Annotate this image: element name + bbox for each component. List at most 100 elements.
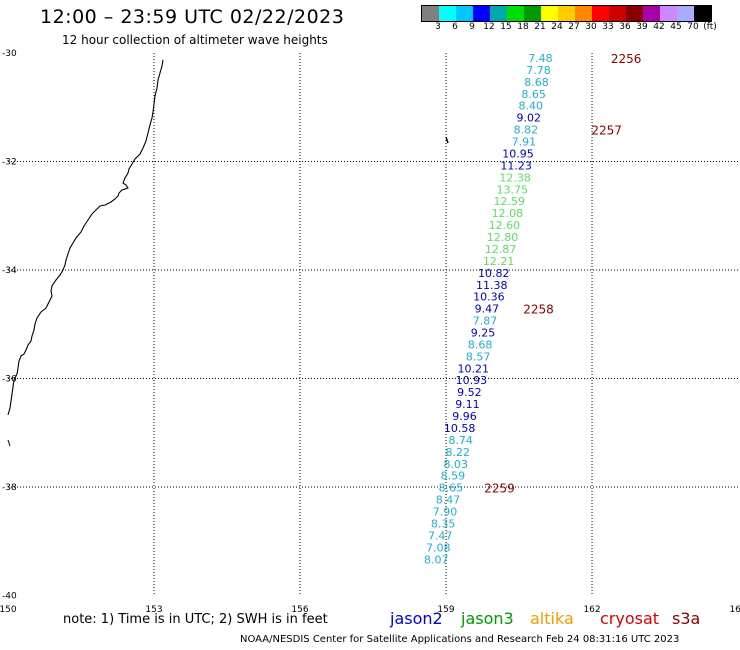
wave-height-value: 9.52	[457, 386, 482, 399]
wave-height-value: 12.60	[489, 219, 521, 232]
colorbar-label: 18	[517, 22, 529, 32]
colorbar-swatch	[456, 6, 473, 21]
colorbar-label: 3	[435, 22, 441, 32]
pass-time-label: 2259	[484, 482, 515, 496]
colorbar-label: 21	[534, 22, 546, 32]
wave-height-value: 13.75	[496, 183, 528, 196]
wave-height-value: 9.02	[517, 112, 542, 125]
wave-height-value: 10.82	[478, 267, 510, 280]
latitude-label: -38	[2, 483, 17, 493]
wave-height-value: 10.95	[502, 147, 534, 160]
colorbar-swatch	[524, 6, 541, 21]
satellite-legend-item: altika	[530, 609, 574, 628]
wave-height-value: 8.47	[436, 494, 461, 507]
colorbar-label: 39	[636, 22, 648, 32]
wave-height-value: 7.91	[512, 136, 537, 149]
wave-height-value: 10.21	[458, 362, 490, 375]
australia-coastline	[7, 59, 164, 416]
pass-time-label: 2256	[611, 52, 642, 66]
latitude-label: -34	[2, 266, 17, 276]
colorbar-swatch	[694, 6, 711, 21]
page-title: 12:00 – 23:59 UTC 02/22/2023	[40, 6, 345, 28]
colorbar-labels: 3 6 9 12 15 18 21 24 27 30 33 36 39 42 45 70 (ft)	[421, 22, 740, 34]
wave-height-value: 7.47	[428, 529, 453, 542]
lat-lon-grid: 150 153 156 159 162 165 -30 -32 -34 -36 -38 -40	[0, 49, 740, 615]
wave-height-value: 7.87	[473, 315, 498, 328]
wave-height-value: 7.48	[528, 52, 553, 65]
wave-height-value: 12.08	[492, 207, 524, 220]
colorbar-swatch	[643, 6, 660, 21]
wave-height-value: 9.11	[455, 398, 480, 411]
colorbar-swatch	[592, 6, 609, 21]
wave-height-value: 12.38	[499, 171, 531, 184]
colorbar-label: 42	[653, 22, 665, 32]
wave-height-value: 12.59	[494, 195, 526, 208]
colorbar-label: 27	[568, 22, 580, 32]
longitude-label: 150	[0, 605, 17, 615]
wave-height-value: 8.82	[514, 124, 539, 137]
longitude-label: 153	[145, 605, 162, 615]
wave-height-value: 8.35	[431, 517, 456, 530]
pass-time-label: 2258	[523, 303, 554, 317]
latitude-label: -36	[2, 375, 17, 385]
wave-height-value: 12.87	[485, 243, 517, 256]
wave-height-value: 9.25	[471, 327, 496, 340]
colorbar-label: 6	[452, 22, 458, 32]
longitude-label: 156	[291, 605, 308, 615]
colorbar-swatch	[541, 6, 558, 21]
colorbar-label: 9	[469, 22, 475, 32]
wave-height-value: 8.07	[424, 553, 449, 566]
longitude-label: 165	[729, 605, 740, 615]
pass-time-label: 2257	[591, 124, 622, 138]
wave-height-value: 10.93	[456, 374, 488, 387]
page-subtitle: 12 hour collection of altimeter wave hei…	[62, 33, 328, 47]
wave-height-value: 8.22	[445, 446, 470, 459]
pass-time-labels: 2256 2257 2258 2259	[484, 52, 641, 496]
colorbar-label: 24	[551, 22, 563, 32]
colorbar-swatch	[558, 6, 575, 21]
colorbar-label: 45	[670, 22, 682, 32]
latitude-label: -40	[2, 592, 17, 602]
wave-height-value: 8.57	[466, 350, 491, 363]
wave-height-value: 9.47	[475, 303, 500, 316]
wave-height-value: 8.40	[518, 100, 543, 113]
wave-height-value: 8.03	[444, 458, 469, 471]
colorbar-label: (ft)	[703, 22, 717, 32]
colorbar-label: 12	[483, 22, 495, 32]
longitude-label: 162	[583, 605, 600, 615]
longitude-label: 159	[437, 605, 454, 615]
latitude-label: -30	[2, 49, 17, 59]
colorbar-label: 15	[500, 22, 512, 32]
map-note: note: 1) Time is in UTC; 2) SWH is in fe…	[63, 612, 328, 627]
wave-height-value: 8.59	[441, 470, 466, 483]
wave-height-value: 8.68	[468, 338, 493, 351]
wave-height-value: 11.23	[500, 159, 532, 172]
wave-height-value: 8.74	[448, 434, 473, 447]
wave-height-value: 10.58	[444, 422, 476, 435]
latitude-label: -32	[2, 158, 17, 168]
colorbar-swatch	[660, 6, 677, 21]
colorbar-swatch	[490, 6, 507, 21]
colorbar-swatch	[439, 6, 456, 21]
colorbar-swatch	[677, 6, 694, 21]
colorbar-swatch	[575, 6, 592, 21]
coastline-fragment	[7, 439, 11, 447]
wave-height-colorbar	[421, 5, 712, 22]
wave-height-value: 12.80	[487, 231, 519, 244]
satellite-legend-item: cryosat	[600, 609, 660, 628]
wave-height-value: 7.08	[426, 541, 451, 554]
altimeter-pass: 7.487.788.688.658.409.028.827.9110.9511.…	[424, 52, 553, 566]
colorbar-swatch	[626, 6, 643, 21]
wave-height-value: 7.90	[433, 506, 458, 519]
wave-height-value: 10.36	[473, 291, 505, 304]
colorbar-swatch	[609, 6, 626, 21]
colorbar-label: 30	[585, 22, 597, 32]
colorbar-swatch	[422, 6, 439, 21]
satellite-legend-item: jason2	[390, 609, 443, 628]
satellite-legend-item: s3a	[672, 609, 701, 628]
wave-height-value: 8.65	[521, 88, 546, 101]
wave-height-value: 8.65	[439, 482, 464, 495]
colorbar-label: 33	[602, 22, 614, 32]
wave-height-value: 12.21	[483, 255, 515, 268]
